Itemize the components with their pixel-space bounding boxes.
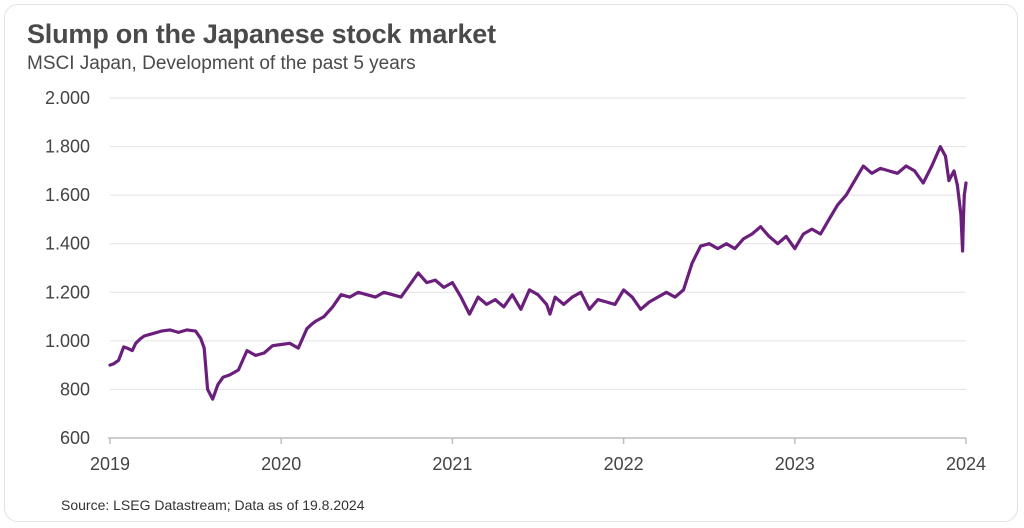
source-note: Source: LSEG Datastream; Data as of 19.8… — [61, 497, 365, 513]
x-tick-label: 2021 — [432, 454, 472, 474]
x-tick-label: 2022 — [604, 454, 644, 474]
chart-title: Slump on the Japanese stock market — [27, 19, 496, 49]
y-tick-label: 1.600 — [45, 185, 90, 205]
x-tick-label: 2024 — [946, 454, 986, 474]
chart-subtitle: MSCI Japan, Development of the past 5 ye… — [27, 53, 416, 74]
series-line — [108, 145, 968, 401]
y-tick-label: 2.000 — [45, 88, 90, 108]
x-tick-label: 2019 — [90, 454, 130, 474]
x-tick-label: 2020 — [261, 454, 301, 474]
y-tick-label: 1.200 — [45, 282, 90, 302]
x-tick-label: 2023 — [775, 454, 815, 474]
y-tick-label: 1.400 — [45, 234, 90, 254]
y-tick-label: 600 — [60, 428, 90, 448]
y-tick-label: 800 — [60, 379, 90, 399]
y-axis-ticks: 600 800 1.000 1.200 1.400 1.600 1.800 2.000 — [45, 88, 90, 448]
gridlines — [110, 97, 966, 390]
series-layer — [108, 145, 968, 401]
x-axis: 2019 2020 2021 2022 2023 2024 — [90, 437, 986, 474]
y-tick-label: 1.000 — [45, 331, 90, 351]
y-tick-label: 1.800 — [45, 137, 90, 157]
chart-card — [4, 4, 1018, 522]
